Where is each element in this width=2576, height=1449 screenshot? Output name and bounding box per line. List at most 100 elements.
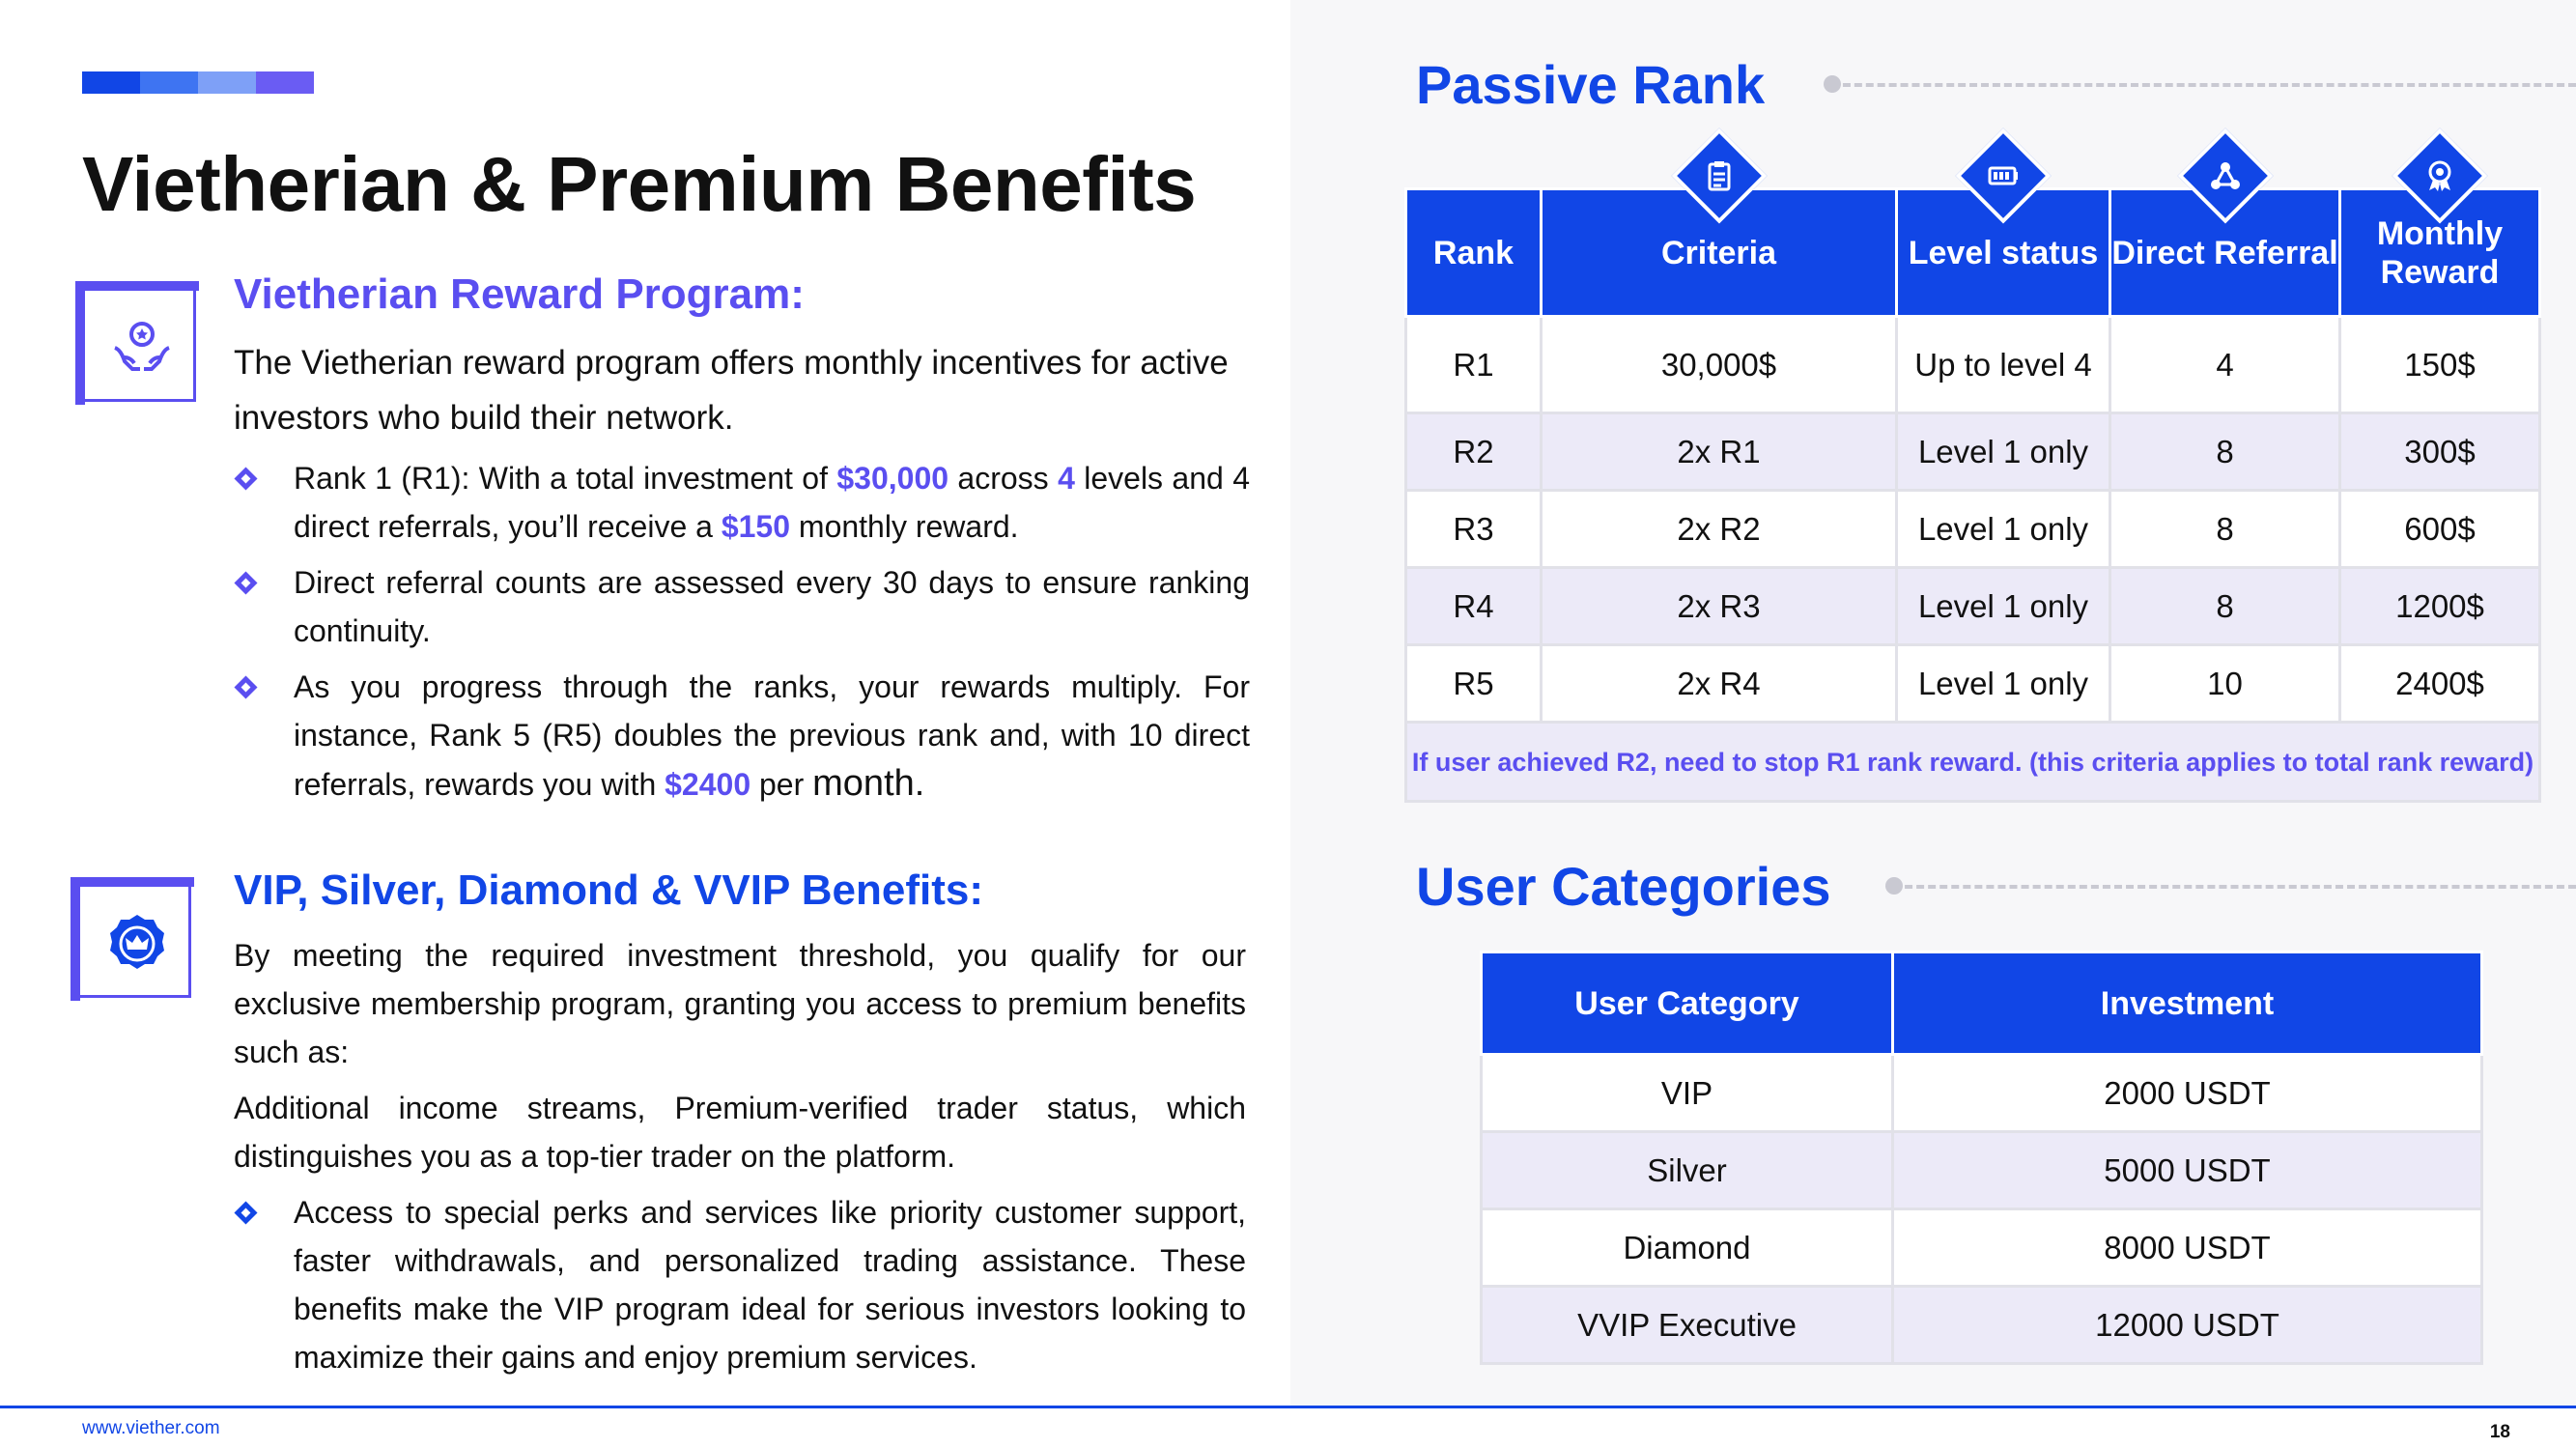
bullet-text: across	[948, 461, 1059, 496]
reward-intro: The Vietherian reward program offers mon…	[234, 344, 1229, 437]
passive-rank-heading: Passive Rank	[1416, 54, 1766, 115]
cell-criteria: 2x R4	[1540, 643, 1898, 724]
table-row: R4 2x R3 Level 1 only 8 1200$	[1404, 566, 2541, 646]
cell-level-status: Level 1 only	[1895, 412, 2111, 492]
diamond-bullet-icon	[234, 1201, 258, 1225]
divider	[1885, 877, 2576, 895]
table-note-row: If user achieved R2, need to stop R1 ran…	[1404, 721, 2541, 803]
footer-divider	[0, 1406, 2576, 1408]
cell-level-status: Level 1 only	[1895, 489, 2111, 569]
table-row: VIP 2000 USDT	[1480, 1053, 2483, 1133]
diamond-bullet-icon	[234, 571, 258, 595]
cell-monthly-reward: 300$	[2338, 412, 2541, 492]
cell-category: VIP	[1480, 1053, 1894, 1133]
cell-category: Diamond	[1480, 1208, 1894, 1288]
cell-investment: 12000 USDT	[1891, 1285, 2483, 1365]
highlight-amount: $30,000	[836, 461, 949, 496]
table-row: VVIP Executive 12000 USDT	[1480, 1285, 2483, 1365]
table-row: R1 30,000$ Up to level 4 4 150$	[1404, 315, 2541, 414]
bullet-text: month.	[812, 763, 925, 804]
cell-investment: 2000 USDT	[1891, 1053, 2483, 1133]
cell-direct-referral: 4	[2109, 315, 2341, 414]
user-categories-table: User Category Investment VIP 2000 USDT S…	[1480, 951, 2483, 1365]
table-row: R2 2x R1 Level 1 only 8 300$	[1404, 412, 2541, 492]
cell-level-status: Up to level 4	[1895, 315, 2111, 414]
bullet-text: per	[750, 767, 813, 802]
user-categories-heading: User Categories	[1416, 856, 1831, 917]
reward-heading: Vietherian Reward Program:	[234, 270, 805, 318]
crown-badge-icon	[71, 877, 194, 1001]
header-direct-referral: Direct Referral	[2109, 128, 2341, 318]
reward-bullets: Rank 1 (R1): With a total investment of …	[234, 454, 1250, 816]
table-row: R5 2x R4 Level 1 only 10 2400$	[1404, 643, 2541, 724]
cell-direct-referral: 8	[2109, 412, 2341, 492]
cell-category: Silver	[1480, 1130, 1894, 1210]
list-item: Access to special perks and services lik…	[234, 1188, 1246, 1381]
bullet-text: Rank 1 (R1): With a total investment of	[294, 461, 837, 496]
accent-segment	[256, 71, 314, 94]
cell-investment: 8000 USDT	[1891, 1208, 2483, 1288]
right-panel: Passive Rank Rank Criteria Level status …	[1290, 0, 2576, 1406]
vip-paragraph-2: Additional income streams, Premium-verif…	[234, 1091, 1246, 1174]
battery-icon	[1955, 128, 2052, 224]
page-title: Vietherian & Premium Benefits	[82, 141, 1197, 227]
divider	[1824, 75, 2576, 93]
medal-icon	[2392, 128, 2488, 224]
cell-rank: R4	[1404, 566, 1543, 646]
cell-level-status: Level 1 only	[1895, 643, 2111, 724]
bullet-text: monthly reward.	[790, 509, 1019, 544]
header-level-status: Level status	[1895, 128, 2111, 318]
bullet-text: Access to special perks and services lik…	[294, 1195, 1246, 1375]
table-row: Silver 5000 USDT	[1480, 1130, 2483, 1210]
cell-rank: R3	[1404, 489, 1543, 569]
header-user-category: User Category	[1480, 951, 1894, 1056]
table-row: Diamond 8000 USDT	[1480, 1208, 2483, 1288]
left-panel: Vietherian & Premium Benefits Vietherian…	[0, 0, 1290, 1406]
vip-paragraph-1: By meeting the required investment thres…	[234, 938, 1246, 1069]
highlight-amount: $2400	[665, 767, 751, 802]
cell-direct-referral: 8	[2109, 489, 2341, 569]
header-rank: Rank	[1404, 187, 1543, 318]
diamond-bullet-icon	[234, 675, 258, 699]
cell-direct-referral: 10	[2109, 643, 2341, 724]
cell-criteria: 30,000$	[1540, 315, 1898, 414]
cell-rank: R1	[1404, 315, 1543, 414]
accent-segment	[82, 71, 140, 94]
clipboard-icon	[1671, 128, 1767, 224]
hands-award-icon	[75, 281, 199, 405]
accent-segment	[140, 71, 198, 94]
bullet-text: levels and 4 direct referrals, you’ll re…	[294, 461, 1251, 544]
highlight-reward: $150	[721, 509, 791, 544]
header-criteria: Criteria	[1540, 128, 1898, 318]
list-item: As you progress through the ranks, your …	[234, 663, 1250, 809]
accent-bar	[82, 71, 314, 94]
footer-url[interactable]: www.viether.com	[82, 1418, 220, 1438]
network-icon	[2177, 128, 2273, 224]
list-item: Direct referral counts are assessed ever…	[234, 558, 1250, 655]
cell-level-status: Level 1 only	[1895, 566, 2111, 646]
cell-monthly-reward: 2400$	[2338, 643, 2541, 724]
header-investment: Investment	[1891, 951, 2483, 1056]
cell-criteria: 2x R3	[1540, 566, 1898, 646]
cell-criteria: 2x R1	[1540, 412, 1898, 492]
cell-investment: 5000 USDT	[1891, 1130, 2483, 1210]
cell-category: VVIP Executive	[1480, 1285, 1894, 1365]
page-number: 18	[2489, 1422, 2510, 1442]
header-monthly-reward: Monthly Reward	[2338, 128, 2541, 318]
cell-monthly-reward: 600$	[2338, 489, 2541, 569]
bullet-text: Direct referral counts are assessed ever…	[294, 565, 1250, 648]
cell-monthly-reward: 150$	[2338, 315, 2541, 414]
rank-note: If user achieved R2, need to stop R1 ran…	[1404, 721, 2541, 803]
diamond-bullet-icon	[234, 467, 258, 491]
cell-rank: R5	[1404, 643, 1543, 724]
passive-rank-table: Rank Criteria Level status Direct Referr…	[1404, 128, 2541, 803]
cell-rank: R2	[1404, 412, 1543, 492]
bullet-text: As you progress through the ranks, your …	[294, 669, 1250, 802]
vip-bullets: Access to special perks and services lik…	[234, 1188, 1246, 1389]
table-row: R3 2x R2 Level 1 only 8 600$	[1404, 489, 2541, 569]
accent-segment	[198, 71, 256, 94]
cell-criteria: 2x R2	[1540, 489, 1898, 569]
cell-direct-referral: 8	[2109, 566, 2341, 646]
list-item: Rank 1 (R1): With a total investment of …	[234, 454, 1250, 551]
vip-heading: VIP, Silver, Diamond & VVIP Benefits:	[234, 867, 983, 914]
